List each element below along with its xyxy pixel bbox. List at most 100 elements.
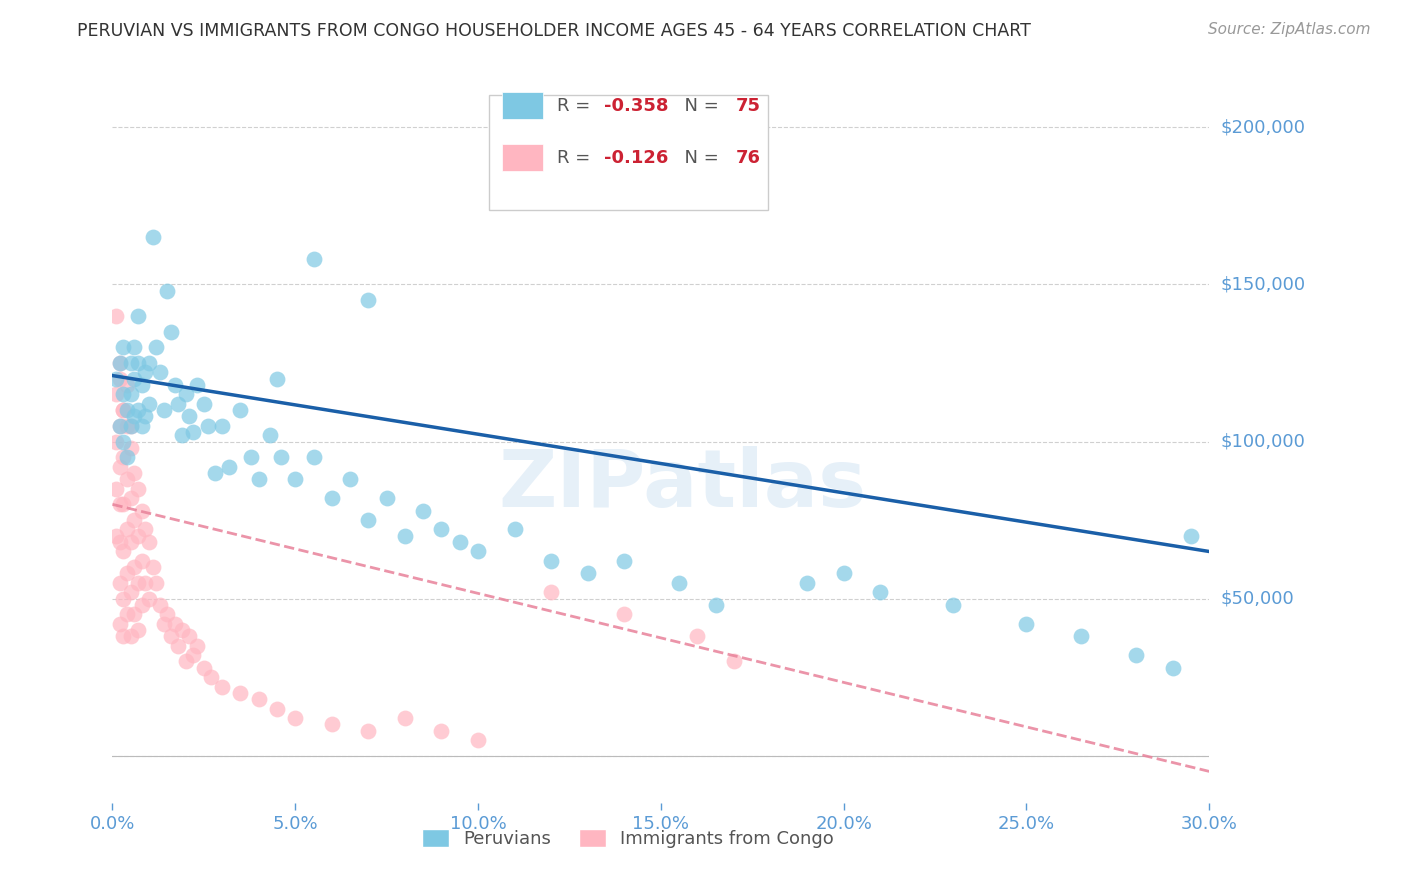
Point bbox=[796, 575, 818, 590]
Point bbox=[124, 466, 146, 480]
Point bbox=[108, 497, 131, 511]
Point bbox=[167, 397, 190, 411]
Text: N =: N = bbox=[673, 96, 724, 114]
Point bbox=[120, 629, 142, 643]
Point bbox=[170, 623, 193, 637]
Point bbox=[686, 629, 709, 643]
Point bbox=[1070, 629, 1092, 643]
Point bbox=[540, 554, 562, 568]
Point bbox=[145, 575, 167, 590]
Text: $150,000: $150,000 bbox=[1220, 276, 1305, 293]
Point bbox=[181, 425, 204, 439]
Point bbox=[284, 711, 307, 725]
Point bbox=[131, 503, 153, 517]
Point bbox=[105, 309, 128, 323]
Point bbox=[270, 450, 292, 465]
Point bbox=[467, 544, 489, 558]
Point bbox=[1180, 529, 1202, 543]
Point bbox=[120, 387, 142, 401]
Point bbox=[200, 670, 222, 684]
Point bbox=[112, 497, 135, 511]
Legend: Peruvians, Immigrants from Congo: Peruvians, Immigrants from Congo bbox=[415, 822, 841, 855]
Point bbox=[211, 418, 233, 433]
Point bbox=[430, 523, 453, 537]
Point bbox=[229, 686, 252, 700]
Point bbox=[127, 623, 149, 637]
Point bbox=[120, 356, 142, 370]
Text: -0.126: -0.126 bbox=[603, 149, 668, 167]
Point bbox=[357, 513, 380, 527]
Point bbox=[193, 661, 215, 675]
Point bbox=[127, 482, 149, 496]
Point bbox=[134, 409, 156, 424]
Point bbox=[142, 230, 165, 244]
Point bbox=[869, 585, 891, 599]
Point bbox=[108, 356, 131, 370]
Point bbox=[120, 491, 142, 505]
Point bbox=[321, 491, 343, 505]
Point bbox=[723, 655, 745, 669]
Point bbox=[339, 472, 361, 486]
Point bbox=[321, 717, 343, 731]
Point bbox=[449, 535, 471, 549]
Point bbox=[160, 325, 183, 339]
Point bbox=[259, 428, 281, 442]
Point bbox=[1125, 648, 1147, 662]
Point bbox=[108, 356, 131, 370]
Point bbox=[115, 450, 138, 465]
Point bbox=[120, 441, 142, 455]
Point bbox=[112, 450, 135, 465]
Text: ZIPatlas: ZIPatlas bbox=[499, 446, 868, 524]
Point bbox=[120, 535, 142, 549]
Point bbox=[942, 598, 965, 612]
Point bbox=[375, 491, 398, 505]
Point bbox=[108, 372, 131, 386]
Point bbox=[131, 418, 153, 433]
Point bbox=[115, 607, 138, 622]
Point bbox=[134, 523, 156, 537]
Point bbox=[412, 503, 434, 517]
Point bbox=[394, 711, 416, 725]
Text: $100,000: $100,000 bbox=[1220, 433, 1305, 450]
Point bbox=[134, 575, 156, 590]
Point bbox=[170, 428, 193, 442]
Point bbox=[1161, 661, 1184, 675]
Point bbox=[112, 340, 135, 354]
Point bbox=[115, 403, 138, 417]
Point bbox=[163, 616, 186, 631]
Point bbox=[115, 418, 138, 433]
Point bbox=[163, 378, 186, 392]
Text: R =: R = bbox=[557, 149, 596, 167]
Point bbox=[240, 450, 263, 465]
FancyBboxPatch shape bbox=[489, 95, 768, 210]
Point bbox=[105, 372, 128, 386]
Point bbox=[704, 598, 727, 612]
Point bbox=[112, 591, 135, 606]
Point bbox=[112, 629, 135, 643]
Point bbox=[167, 639, 190, 653]
Point bbox=[186, 639, 208, 653]
Point bbox=[115, 378, 138, 392]
Point bbox=[127, 356, 149, 370]
Point bbox=[152, 403, 174, 417]
Text: -0.358: -0.358 bbox=[603, 96, 668, 114]
Text: $200,000: $200,000 bbox=[1220, 119, 1305, 136]
Text: 76: 76 bbox=[735, 149, 761, 167]
Point bbox=[138, 397, 160, 411]
Point bbox=[127, 309, 149, 323]
Point bbox=[302, 450, 325, 465]
Point bbox=[112, 387, 135, 401]
Point bbox=[138, 356, 160, 370]
Point bbox=[124, 409, 146, 424]
Point bbox=[105, 434, 128, 449]
Point bbox=[134, 366, 156, 380]
Point bbox=[131, 598, 153, 612]
Point bbox=[302, 252, 325, 267]
Point bbox=[156, 607, 179, 622]
Point bbox=[613, 554, 636, 568]
Point bbox=[120, 418, 142, 433]
Point bbox=[108, 459, 131, 474]
Point bbox=[174, 655, 197, 669]
Point bbox=[193, 397, 215, 411]
Point bbox=[229, 403, 252, 417]
